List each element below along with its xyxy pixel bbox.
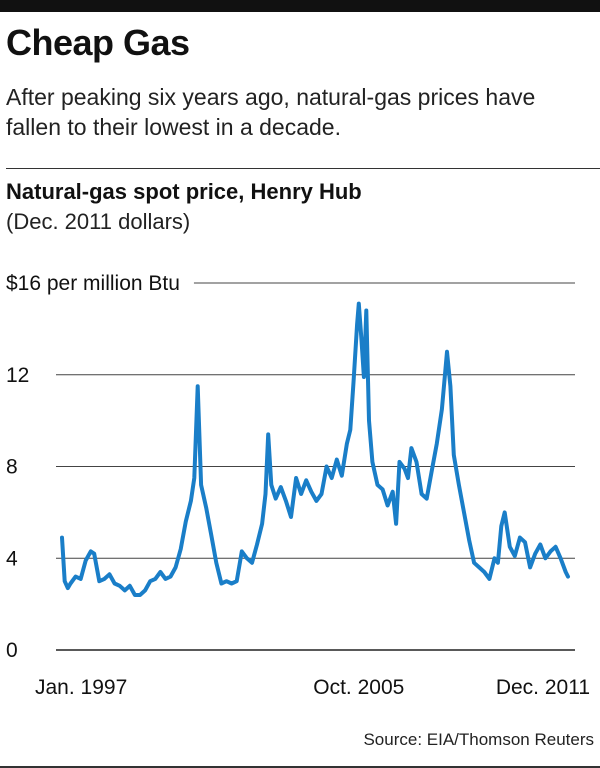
- y-tick-label: 8: [6, 456, 18, 479]
- x-tick-label: Jan. 1997: [35, 676, 127, 699]
- top-bar: [0, 0, 600, 12]
- x-tick-label: Dec. 2011: [496, 676, 590, 699]
- chart-subtitle: (Dec. 2011 dollars): [6, 209, 191, 234]
- source-note: Source: EIA/Thomson Reuters: [363, 730, 594, 749]
- headline: Cheap Gas: [6, 22, 190, 63]
- y-tick-label: $16 per million Btu: [6, 272, 180, 295]
- price-line: [60, 301, 570, 597]
- dek: After peaking six years ago, natural-gas…: [6, 84, 536, 140]
- bottom-rule: [0, 766, 600, 768]
- y-tick-label: 12: [6, 364, 29, 387]
- divider: [6, 168, 600, 169]
- y-tick-label: 0: [6, 639, 18, 662]
- x-tick-label: Oct. 2005: [313, 676, 404, 699]
- y-tick-label: 4: [6, 547, 18, 570]
- chart-title: Natural-gas spot price, Henry Hub: [6, 179, 362, 204]
